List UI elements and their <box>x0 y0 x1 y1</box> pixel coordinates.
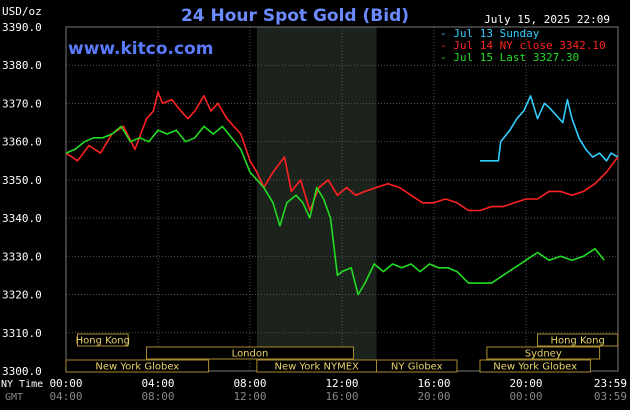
y-tick-label: 3310.0 <box>2 327 42 340</box>
x-tick-label-ny: 16:00 <box>417 377 450 390</box>
session-label: Sydney <box>525 349 562 360</box>
series-line <box>65 91 619 212</box>
y-unit-label: USD/oz <box>2 5 42 18</box>
ny-time-label: NY Time <box>1 379 43 390</box>
x-tick-label-ny: 08:00 <box>233 377 266 390</box>
y-tick-label: 3360.0 <box>2 136 42 149</box>
session-bar <box>486 346 601 360</box>
session-bar <box>376 359 458 373</box>
legend-entry: - Jul 13 Sunday <box>440 27 540 40</box>
y-tick-label: 3320.0 <box>2 289 42 302</box>
session-bar <box>537 333 619 347</box>
y-tick-label: 3330.0 <box>2 250 42 263</box>
x-tick-label-ny: 23:59 <box>594 377 627 390</box>
legend-entry: - Jul 14 NY close 3342.10 <box>440 39 606 52</box>
timestamp: July 15, 2025 22:09 <box>484 13 610 26</box>
x-tick-label-gmt: 12:00 <box>233 390 266 403</box>
nymex-shaded-band <box>256 27 377 371</box>
legend-entry: - Jul 15 Last 3327.30 <box>440 51 579 64</box>
session-bar <box>479 359 591 373</box>
legend: - Jul 13 Sunday- Jul 14 NY close 3342.10… <box>440 27 606 64</box>
x-tick-label-gmt: 00:00 <box>509 390 542 403</box>
x-tick-label-ny: 00:00 <box>49 377 82 390</box>
x-tick-label-gmt: 16:00 <box>325 390 358 403</box>
series-line <box>65 125 605 296</box>
chart-title: 24 Hour Spot Gold (Bid) <box>181 6 409 26</box>
y-tick-label: 3300.0 <box>2 365 42 378</box>
y-tick-label: 3380.0 <box>2 59 42 72</box>
y-tick-label: 3370.0 <box>2 97 42 110</box>
session-bar <box>146 346 354 360</box>
shaded-band <box>256 27 377 371</box>
x-tick-label-ny: 20:00 <box>509 377 542 390</box>
session-label: New York Globex <box>95 362 179 373</box>
market-sessions: Hong Kong London New York Globex New York N… <box>65 333 619 373</box>
session-label: New York NYMEX <box>275 362 360 373</box>
x-tick-label-gmt: 04:00 <box>49 390 82 403</box>
y-tick-label: 3340.0 <box>2 212 42 225</box>
x-tick-label-gmt: 03:59 <box>594 390 627 403</box>
session-label: Hong Kong <box>550 336 604 347</box>
x-axis-ticks: 00:00 04:00 08:00 12:00 16:00 20:00 23:5904:00… <box>49 377 627 403</box>
x-tick-label-gmt: 20:00 <box>417 390 450 403</box>
y-tick-label: 3350.0 <box>2 174 42 187</box>
gmt-label: GMT <box>5 392 23 403</box>
series-lines <box>65 91 619 296</box>
session-label: Hong Kong <box>76 336 130 347</box>
x-tick-label-ny: 12:00 <box>325 377 358 390</box>
watermark: www.kitco.com <box>68 39 213 59</box>
session-bar <box>77 333 129 347</box>
x-tick-label-ny: 04:00 <box>141 377 174 390</box>
session-label: London <box>232 349 269 360</box>
session-label: New York Globex <box>493 362 577 373</box>
session-bar <box>65 359 210 373</box>
session-label: NY Globex <box>391 362 443 373</box>
y-tick-label: 3390.0 <box>2 21 42 34</box>
y-axis-ticks: 3390.0 3380.0 3370.0 3360.0 3350.0 3340.0 3330… <box>2 21 42 378</box>
x-tick-label-gmt: 08:00 <box>141 390 174 403</box>
series-line <box>480 95 619 162</box>
